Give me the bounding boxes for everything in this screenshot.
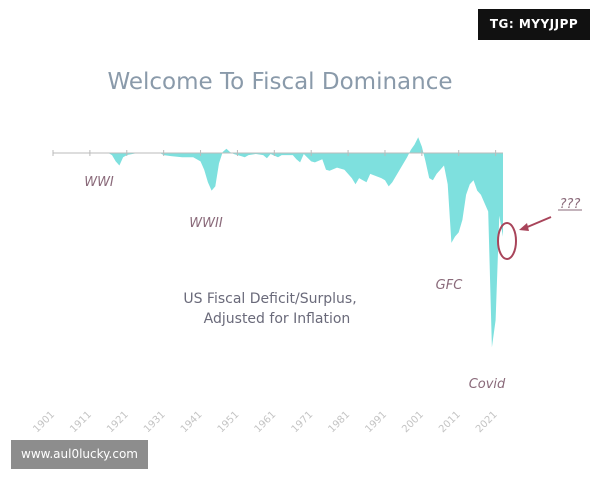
annotation-gfc: GFC [436,278,464,293]
x-tick-label: 1981 [326,409,352,435]
chart-title: Welcome To Fiscal Dominance [107,69,452,95]
deficit-area [53,137,503,348]
telegram-watermark: TG: MYYJJPP [478,9,590,40]
highlight-arrow-head [519,223,529,231]
x-tick-label: 1921 [105,409,131,435]
annotation-wwii: WWII [189,216,223,231]
x-tick-label: 1941 [179,409,205,435]
plot-area: 1901 1911 1921 1931 1941 1951 1961 1971 1981 1991… [31,137,580,435]
x-tick-label: 2021 [474,409,500,435]
subtitle-line-1: US Fiscal Deficit/Surplus, [183,291,356,307]
annotation-qqq: ??? [560,197,581,212]
x-tick-label: 1991 [363,409,389,435]
x-tick-label: 1971 [290,409,316,435]
subtitle-line-2: Adjusted for Inflation [204,311,351,327]
x-tick-label: 1951 [216,409,242,435]
x-tick-label: 1901 [31,409,57,435]
website-watermark: www.aul0lucky.com [11,440,148,469]
x-tick-label: 1911 [68,409,94,435]
x-tick-label: 2011 [437,409,463,435]
x-tick-label: 1961 [253,409,279,435]
highlight-arrow [524,216,552,229]
annotation-wwi: WWI [84,175,114,190]
annotation-covid: Covid [469,377,506,392]
x-tick-label: 2001 [400,409,426,435]
x-tick-label: 1931 [142,409,168,435]
highlight-circle [497,222,517,260]
